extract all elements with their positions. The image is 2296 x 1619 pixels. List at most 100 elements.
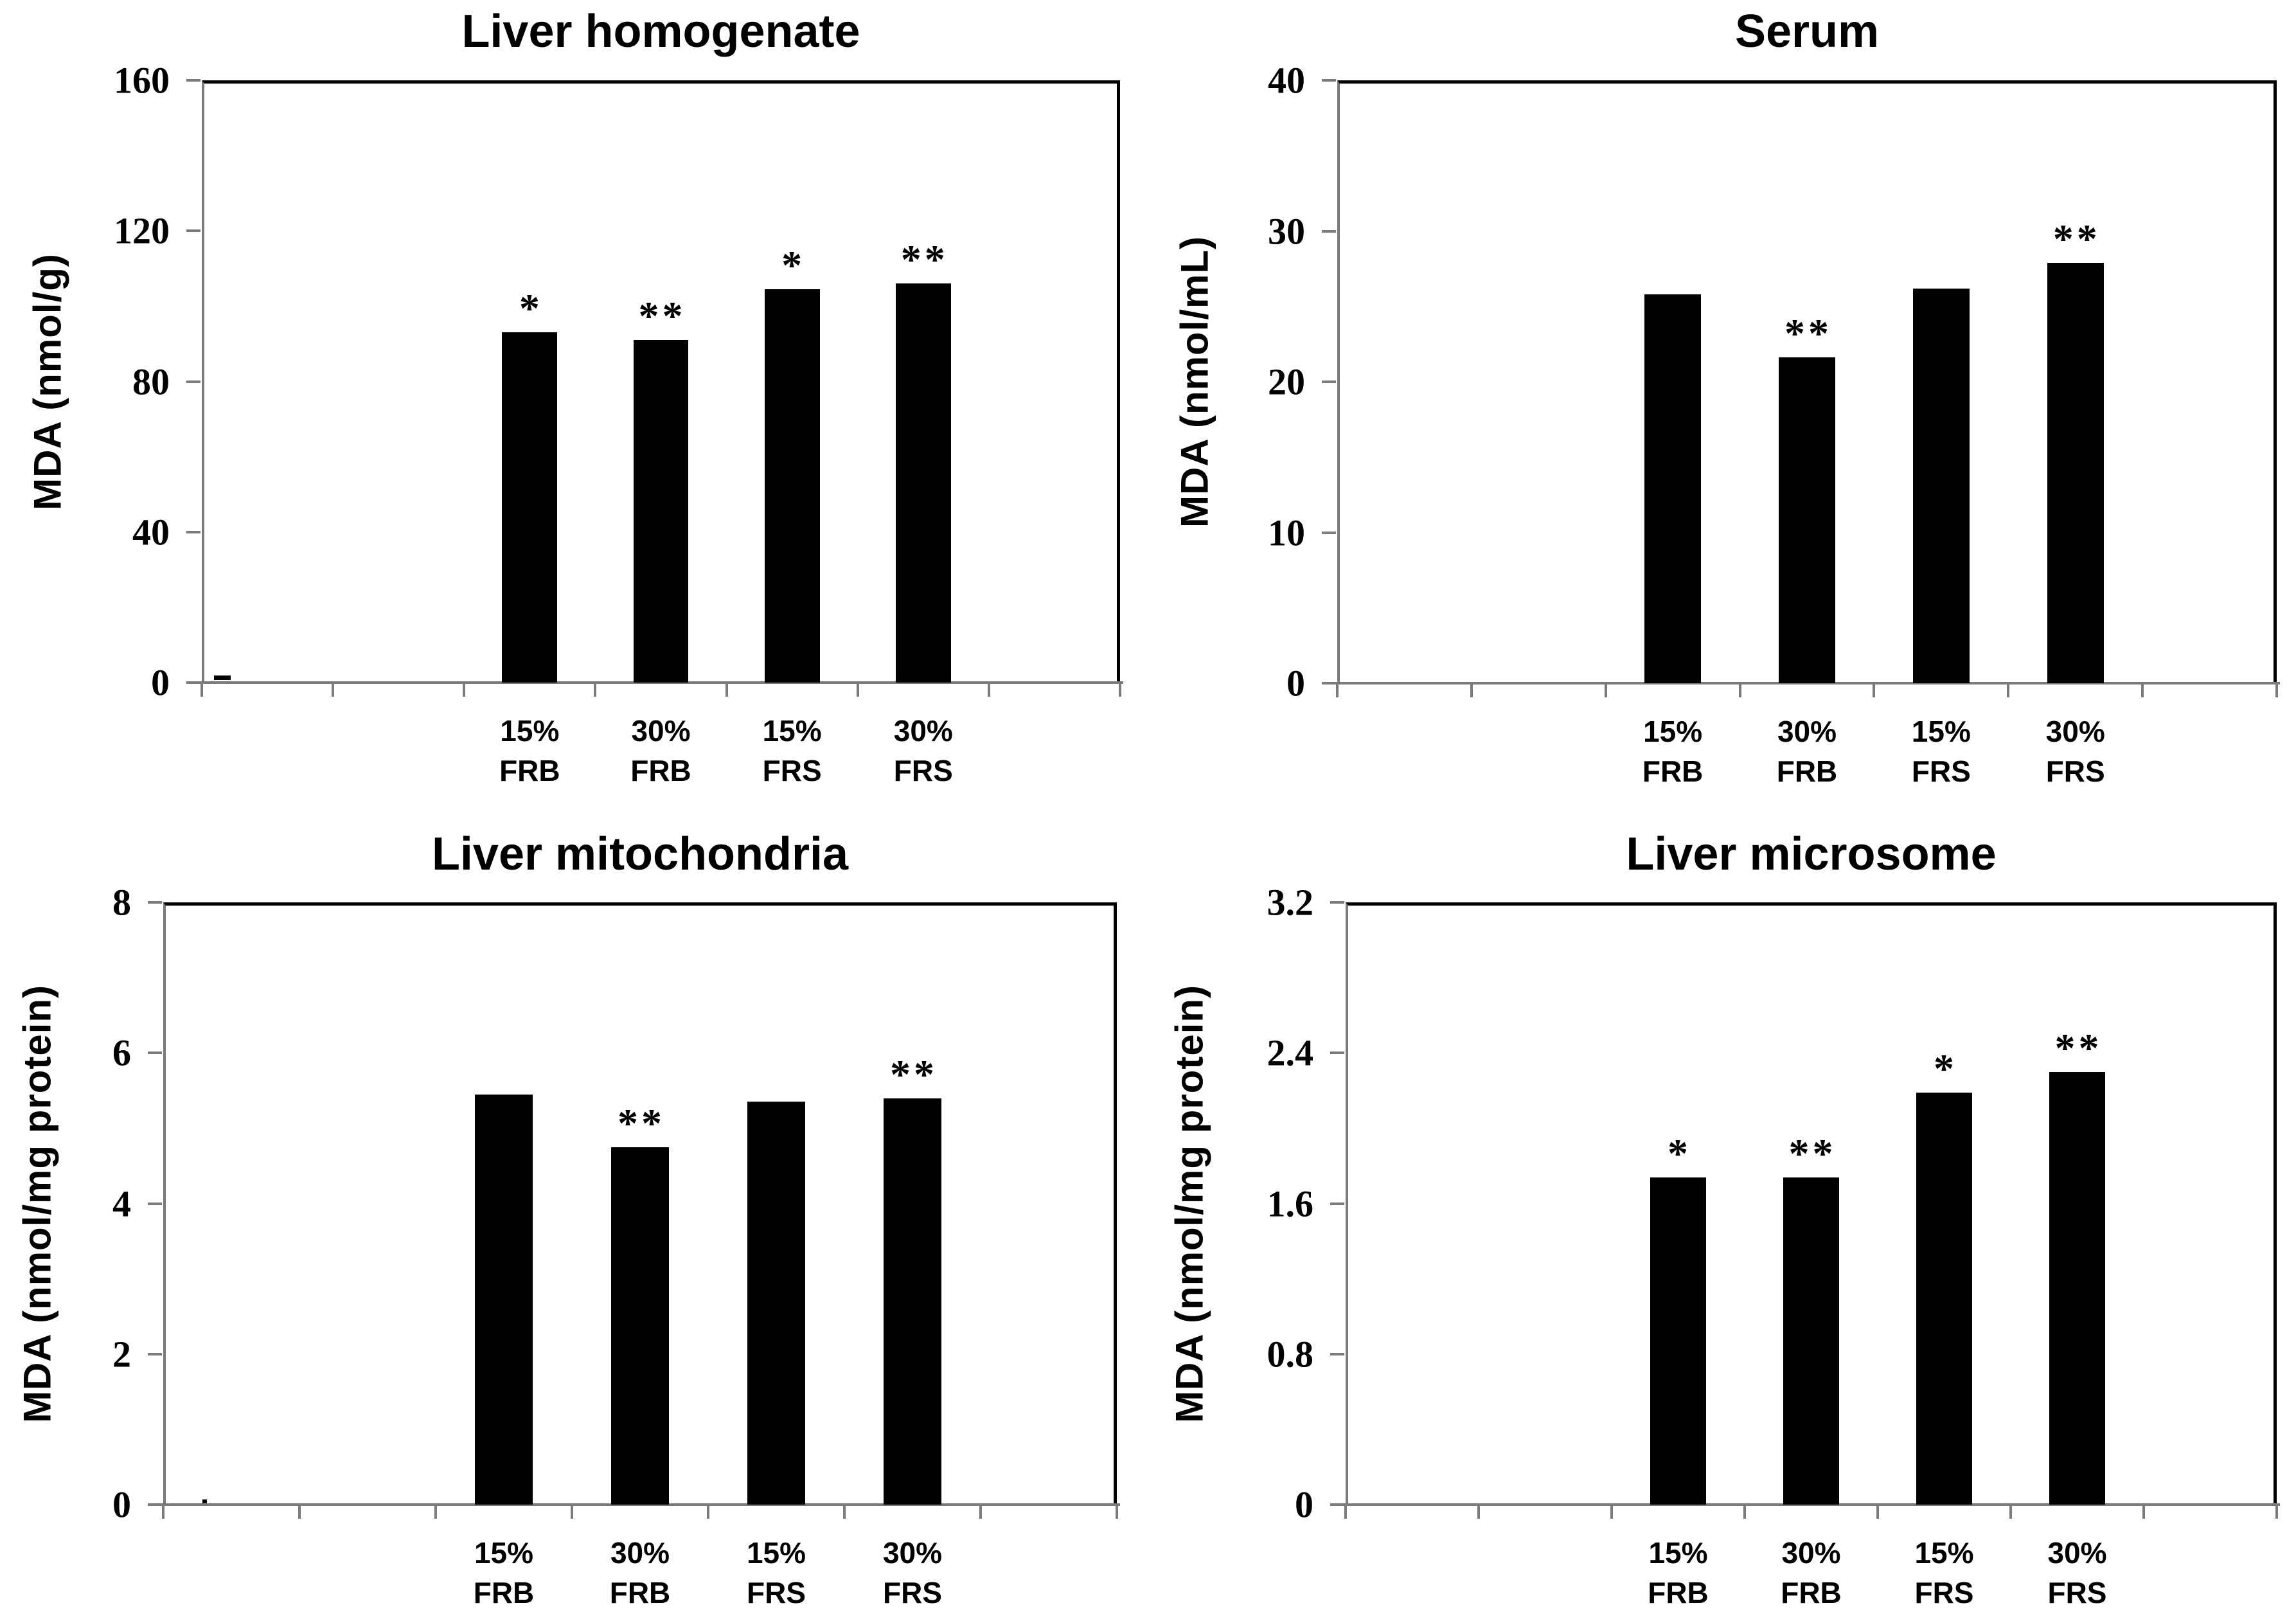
chart-panel-liver-microsome: Liver microsome MDA (nmol/mg protein) 3.2 2… <box>1148 810 2296 1619</box>
category-label: 30% FRS <box>883 1533 942 1613</box>
category-label: 30% FRB <box>1777 711 1838 791</box>
chart-panel-liver-mitochondria: Liver mitochondria MDA (nmol/mg protein) 8… <box>0 810 1148 1619</box>
y-tick-label: 3.2 <box>1267 881 1314 924</box>
category-label-line1: 30% <box>882 1536 943 1570</box>
category-label-line2: FRS <box>2045 755 2105 788</box>
y-axis-tick <box>186 380 200 383</box>
category-label-line2: FRS <box>893 754 953 787</box>
x-axis-tick <box>1116 1505 1118 1519</box>
category-label: 15% FRS <box>747 1533 806 1613</box>
x-axis-line <box>186 681 1123 684</box>
bar-30pct-frb <box>1779 357 1835 683</box>
category-label-line2: FRB <box>1781 1576 1842 1609</box>
y-axis-tick <box>186 229 200 233</box>
bar-15pct-frs <box>747 1102 805 1505</box>
y-tick-label: 4 <box>112 1183 131 1224</box>
y-axis-tick <box>148 901 162 904</box>
y-tick-label: 160 <box>114 59 170 102</box>
bar-15pct-frb <box>1644 294 1701 683</box>
y-tick-label: 2.4 <box>1267 1032 1314 1074</box>
category-label-line1: 30% <box>893 714 953 747</box>
category-label-line2: FRB <box>473 1576 535 1609</box>
bar-30pct-frb <box>1783 1177 1839 1505</box>
category-label-line1: 15% <box>500 714 560 747</box>
chart-title-serum: Serum <box>1734 6 1880 57</box>
y-tick-label: 40 <box>1268 59 1305 102</box>
x-axis-line <box>1330 1503 2280 1506</box>
y-tick-label: 0 <box>151 661 170 704</box>
significance-marker: * <box>519 285 543 332</box>
significance-marker: ** <box>900 237 948 283</box>
x-axis-tick <box>434 1505 437 1519</box>
y-tick-label: 20 <box>1268 361 1305 403</box>
y-axis-tick <box>1330 1051 1344 1055</box>
x-axis-tick <box>1738 683 1741 697</box>
category-label: 30% FRS <box>894 711 953 791</box>
x-axis-tick <box>707 1505 709 1519</box>
x-axis-tick <box>979 1505 982 1519</box>
category-label-line1: 15% <box>1914 1536 1974 1570</box>
y-tick-label: 0 <box>1286 662 1305 704</box>
category-label-line2: FRB <box>1642 755 1704 788</box>
significance-marker: ** <box>638 293 686 339</box>
category-label: 30% FRS <box>2046 711 2105 791</box>
category-label-line1: 15% <box>1911 715 1971 748</box>
y-tick-label: 6 <box>112 1032 131 1074</box>
y-axis-tick <box>186 79 200 82</box>
bar-30pct-frs <box>2047 262 2104 683</box>
x-axis-tick <box>725 683 728 697</box>
y-tick-label: 80 <box>132 361 170 402</box>
significance-marker: ** <box>2052 215 2101 262</box>
category-label: 30% FRB <box>1781 1533 1842 1613</box>
category-label: 30% FRB <box>630 711 691 791</box>
x-axis-tick <box>594 683 597 697</box>
category-label: 15% FRS <box>763 711 822 791</box>
bar-30pct-frs <box>884 1098 941 1505</box>
x-axis-tick <box>1336 683 1339 697</box>
y-tick-label: 8 <box>112 881 131 924</box>
category-label-line1: 30% <box>1777 715 1837 748</box>
category-label: 15% FRB <box>474 1533 535 1613</box>
significance-marker: ** <box>1784 310 1832 357</box>
x-axis-tick <box>1470 683 1473 697</box>
y-tick-label: 10 <box>1268 512 1305 553</box>
y-tick-label: 0 <box>1295 1483 1313 1526</box>
category-label-line2: FRB <box>630 754 691 787</box>
category-label: 30% FRS <box>2047 1533 2106 1613</box>
bar-30pct-frs <box>895 283 951 683</box>
y-axis-tick <box>186 530 200 533</box>
x-axis-tick <box>2009 1505 2012 1519</box>
y-tick-label: 40 <box>132 511 170 553</box>
x-axis-tick <box>2142 1505 2145 1519</box>
x-axis-tick <box>1743 1505 1746 1519</box>
bar-30pct-frb <box>611 1147 669 1505</box>
x-axis-tick <box>843 1505 846 1519</box>
x-axis-tick <box>987 683 990 697</box>
x-axis-tick <box>2141 683 2144 697</box>
y-axis-tick <box>186 681 200 684</box>
bar-15pct-frs <box>1916 1092 1972 1505</box>
y-axis-tick <box>1330 1352 1344 1355</box>
category-label-line1: 30% <box>2045 715 2105 748</box>
x-axis-tick <box>1610 1505 1613 1519</box>
significance-marker: ** <box>618 1100 665 1146</box>
y-tick-label: 1.6 <box>1267 1183 1314 1224</box>
y-axis-tick <box>1322 79 1336 82</box>
chart-title-liver-homogenate: Liver homogenate <box>461 6 860 57</box>
y-axis-tick <box>1322 682 1336 684</box>
y-tick-label: 0.8 <box>1267 1333 1314 1375</box>
chart-panel-serum: Serum MDA (nmol/mL) 40 30 20 10 0 15% FRB ** 30% FR… <box>1148 0 2296 809</box>
category-label: 15% FRB <box>1648 1533 1709 1613</box>
category-label-line1: 15% <box>474 1536 534 1570</box>
significance-marker: * <box>781 242 806 289</box>
x-axis-tick <box>571 1505 573 1519</box>
x-axis-tick <box>1876 1505 1879 1519</box>
category-label-line1: 15% <box>746 1536 806 1570</box>
x-axis-tick <box>1604 683 1607 697</box>
significance-marker: ** <box>890 1051 938 1097</box>
x-axis-tick <box>1344 1505 1347 1519</box>
category-label-line1: 15% <box>762 714 822 747</box>
x-axis-tick <box>856 683 859 697</box>
bar-15pct-frs <box>764 289 820 683</box>
